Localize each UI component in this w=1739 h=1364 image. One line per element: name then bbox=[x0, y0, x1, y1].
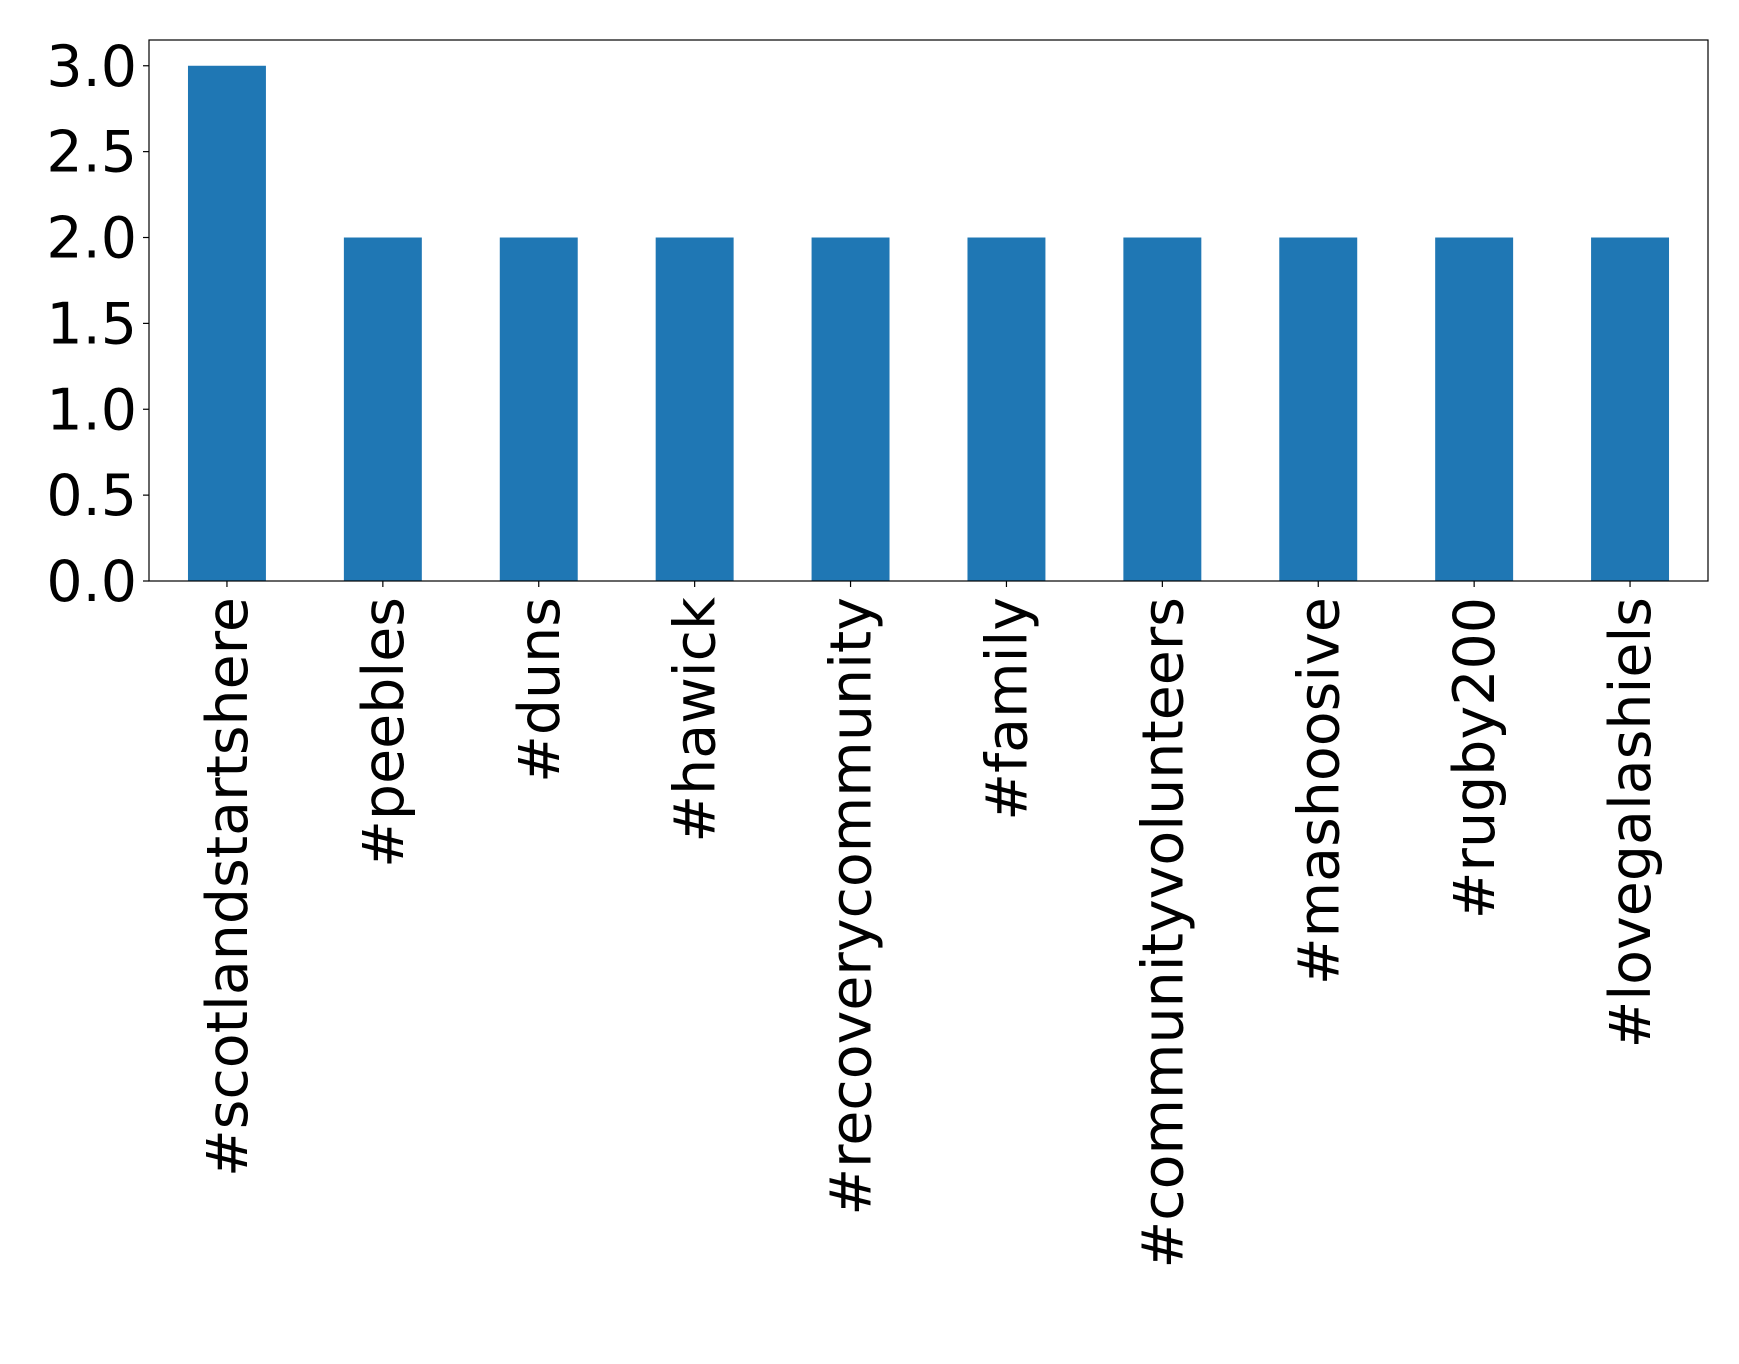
x-tick-label: #hawick bbox=[663, 597, 729, 843]
y-tick-label: 2.5 bbox=[46, 120, 137, 186]
x-tick-label: #rugby200 bbox=[1442, 597, 1508, 919]
bar bbox=[655, 237, 734, 581]
bar bbox=[1435, 237, 1514, 581]
x-tick-label: #lovegalashiels bbox=[1598, 597, 1664, 1048]
bar bbox=[811, 237, 890, 581]
x-tick-label: #recoverycommunity bbox=[819, 597, 885, 1216]
bar bbox=[187, 65, 266, 581]
bar bbox=[1279, 237, 1358, 581]
x-tick-label: #duns bbox=[507, 597, 573, 783]
x-tick-label: #family bbox=[974, 597, 1040, 821]
y-tick-label: 1.5 bbox=[46, 291, 137, 357]
y-tick-label: 0.5 bbox=[46, 463, 137, 529]
x-tick-label: #mashoosive bbox=[1286, 597, 1352, 985]
x-tick-label: #communityvolunteers bbox=[1130, 597, 1196, 1269]
bar bbox=[1123, 237, 1202, 581]
y-tick-label: 2.0 bbox=[46, 206, 137, 272]
bar bbox=[1591, 237, 1670, 581]
bar bbox=[967, 237, 1046, 581]
y-tick-label: 1.0 bbox=[46, 377, 137, 443]
bar bbox=[499, 237, 578, 581]
plot-frame bbox=[148, 39, 1709, 582]
y-tick-label: 3.0 bbox=[46, 34, 137, 100]
bar bbox=[343, 237, 422, 581]
x-tick-label: #scotlandstartshere bbox=[195, 597, 261, 1177]
y-tick-label: 0.0 bbox=[46, 549, 137, 615]
x-tick-label: #peebles bbox=[351, 597, 417, 868]
